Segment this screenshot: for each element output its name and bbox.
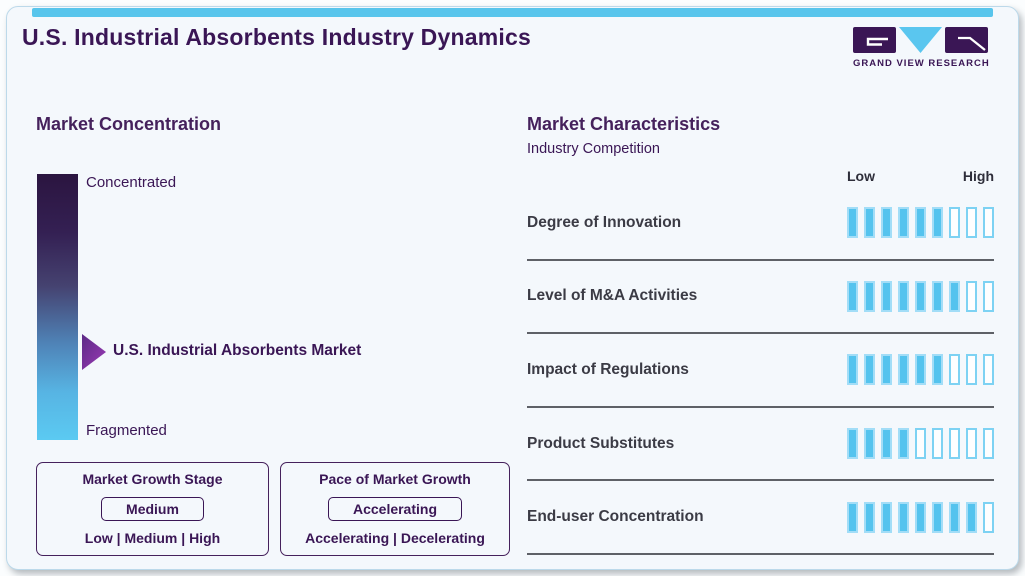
gvr-logo: GRAND VIEW RESEARCH: [853, 27, 993, 69]
characteristic-label: Degree of Innovation: [527, 213, 682, 231]
rating-bar-filled: [932, 354, 943, 386]
characteristic-row: Level of M&A Activities: [527, 261, 994, 335]
fragmented-label: Fragmented: [86, 422, 167, 439]
pace-options: Accelerating | Decelerating: [305, 530, 485, 546]
rating-bar-filled: [847, 428, 858, 460]
rating-bar-empty: [949, 207, 960, 239]
characteristic-label: Product Substitutes: [527, 434, 675, 452]
rating-bars: [847, 280, 994, 312]
rating-bar-filled: [915, 280, 926, 312]
rating-bar-empty: [983, 428, 994, 460]
concentration-gradient-bar: [37, 174, 78, 440]
rating-bar-filled: [898, 354, 909, 386]
rating-bar-filled: [932, 280, 943, 312]
rating-bar-filled: [881, 501, 892, 533]
characteristic-label: Level of M&A Activities: [527, 287, 698, 305]
growth-stage-title: Market Growth Stage: [82, 471, 223, 487]
pace-value: Accelerating: [327, 496, 463, 521]
concentrated-label: Concentrated: [86, 174, 177, 191]
characteristic-row: Product Substitutes: [527, 408, 994, 482]
market-characteristics-heading: Market Characteristics: [527, 114, 721, 134]
rating-bar-empty: [983, 501, 994, 533]
rating-bar-empty: [983, 280, 994, 312]
scale-low-label: Low: [847, 168, 875, 184]
rating-bar-filled: [898, 280, 909, 312]
pace-of-market-growth-box: Pace of Market Growth Accelerating Accel…: [280, 462, 510, 556]
rating-bar-filled: [864, 501, 875, 533]
rating-bar-filled: [847, 354, 858, 386]
rating-bar-empty: [949, 354, 960, 386]
rating-bar-filled: [847, 207, 858, 239]
rating-bar-filled: [864, 280, 875, 312]
rating-bars: [847, 207, 994, 239]
rating-bar-filled: [881, 354, 892, 386]
rating-bar-empty: [932, 428, 943, 460]
rating-bar-filled: [864, 354, 875, 386]
rating-bar-filled: [966, 501, 977, 533]
characteristic-label: Impact of Regulations: [527, 360, 689, 378]
page-title: U.S. Industrial Absorbents Industry Dyna…: [22, 24, 531, 50]
rating-bar-filled: [881, 207, 892, 239]
rating-bar-empty: [983, 207, 994, 239]
rating-bar-empty: [966, 354, 977, 386]
characteristic-row: End-user Concentration: [527, 481, 994, 555]
rating-bar-empty: [949, 428, 960, 460]
rating-bar-filled: [881, 280, 892, 312]
rating-bar-filled: [847, 501, 858, 533]
rating-bar-filled: [949, 280, 960, 312]
rating-bar-empty: [966, 280, 977, 312]
rating-bars: [847, 428, 994, 460]
rating-bar-empty: [915, 428, 926, 460]
characteristic-row: Impact of Regulations: [527, 334, 994, 408]
rating-bars: [847, 501, 994, 533]
accent-strip: [32, 8, 993, 17]
growth-stage-value: Medium: [101, 496, 204, 521]
rating-bar-filled: [915, 501, 926, 533]
rating-bar-filled: [915, 354, 926, 386]
rating-bar-filled: [898, 501, 909, 533]
rating-bars: [847, 354, 994, 386]
logo-g-mark-icon: [853, 27, 896, 53]
characteristics-rows: Degree of Innovation Level of M&A Activit…: [527, 187, 994, 555]
rating-bar-filled: [881, 428, 892, 460]
logo-r-mark-icon: [945, 27, 988, 53]
rating-bar-filled: [932, 501, 943, 533]
logo-v-triangle-icon: [899, 27, 942, 53]
rating-bar-filled: [949, 501, 960, 533]
rating-bar-filled: [898, 428, 909, 460]
characteristic-row: Degree of Innovation: [527, 187, 994, 261]
scale-high-label: High: [962, 168, 994, 184]
gvr-logo-marks: [853, 27, 993, 53]
rating-bar-empty: [966, 207, 977, 239]
rating-bar-filled: [932, 207, 943, 239]
industry-competition-subheading: Industry Competition: [527, 141, 660, 157]
rating-bar-empty: [966, 428, 977, 460]
rating-scale-header: Low High: [847, 168, 994, 184]
rating-bar-filled: [915, 207, 926, 239]
logo-wordmark: GRAND VIEW RESEARCH: [853, 58, 990, 69]
rating-bar-empty: [983, 354, 994, 386]
characteristic-label: End-user Concentration: [527, 508, 704, 526]
rating-bar-filled: [898, 207, 909, 239]
growth-stage-options: Low | Medium | High: [84, 530, 221, 546]
rating-bar-filled: [864, 207, 875, 239]
market-concentration-heading: Market Concentration: [36, 114, 222, 134]
pace-title: Pace of Market Growth: [319, 471, 471, 487]
market-position-arrow-icon: [82, 334, 106, 370]
rating-bar-filled: [847, 280, 858, 312]
market-marker-label: U.S. Industrial Absorbents Market: [113, 342, 362, 359]
market-growth-stage-box: Market Growth Stage Medium Low | Medium …: [36, 462, 269, 556]
rating-bar-filled: [864, 428, 875, 460]
